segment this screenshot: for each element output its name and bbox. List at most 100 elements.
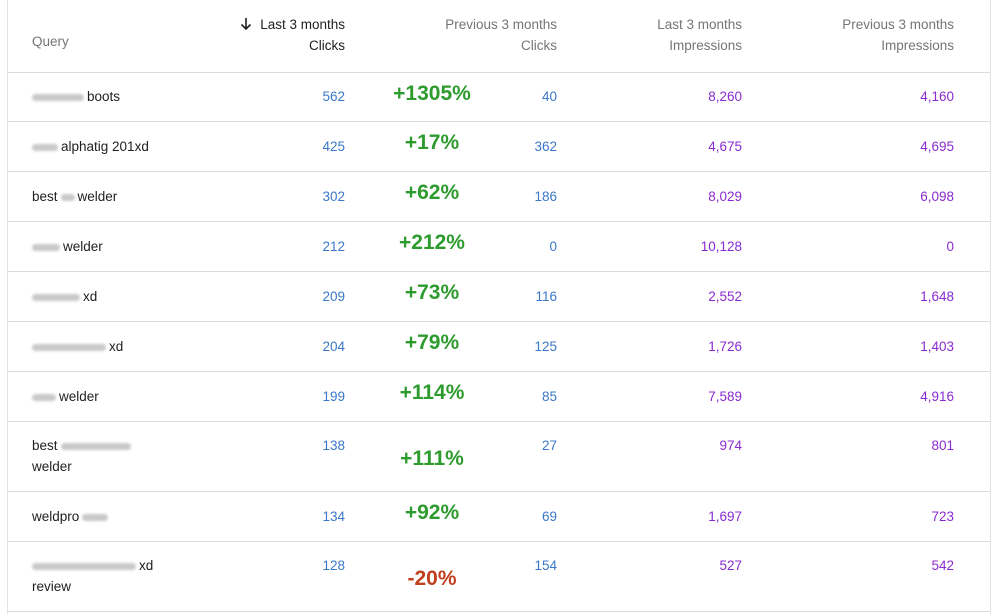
prev-clicks-value: 27 [541, 438, 557, 453]
last-impressions-value: 974 [719, 438, 742, 453]
last-clicks-value: 212 [322, 239, 345, 254]
query-text: best [32, 438, 58, 453]
prev-impressions-value: 0 [946, 239, 954, 254]
prev-clicks-value: 186 [534, 189, 557, 204]
query-cell[interactable]: boots [32, 86, 232, 107]
query-text: weldpro [32, 509, 80, 524]
query-text: xd [109, 339, 124, 354]
last-impressions-value: 2,552 [708, 289, 742, 304]
query-text: welder [77, 189, 118, 204]
query-cell[interactable]: best welder [32, 186, 232, 207]
change-percent: +92% [404, 501, 460, 524]
query-cell[interactable]: xd review [32, 555, 232, 597]
header-prev-clicks-line1: Previous 3 months [445, 17, 557, 32]
table-row[interactable]: best welder 138 27 974 801 +111% [8, 421, 990, 492]
last-impressions-value: 7,589 [708, 389, 742, 404]
redacted-text [32, 343, 106, 351]
prev-impressions-value: 1,403 [920, 339, 954, 354]
last-clicks-value: 425 [322, 139, 345, 154]
redacted-text [60, 442, 131, 450]
header-last-impressions-line1: Last 3 months [657, 17, 742, 32]
last-impressions-value: 8,029 [708, 189, 742, 204]
last-clicks-value: 199 [322, 389, 345, 404]
redacted-text [32, 93, 84, 101]
change-percent: +17% [404, 131, 460, 154]
change-percent: +114% [399, 381, 465, 404]
change-percent: +73% [404, 281, 460, 304]
table-row[interactable]: xd review 128 154 527 542 -20% [8, 541, 990, 612]
last-clicks-value: 134 [322, 509, 345, 524]
last-clicks-value: 302 [322, 189, 345, 204]
last-clicks-value: 209 [322, 289, 345, 304]
last-impressions-value: 527 [719, 558, 742, 573]
performance-table: Query Last 3 months Clicks Previous 3 mo… [7, 0, 991, 614]
header-prev-clicks[interactable]: Previous 3 months Clicks [445, 14, 557, 56]
query-text: welder [32, 459, 72, 474]
query-text: welder [59, 389, 99, 404]
query-text: alphatig 201xd [61, 139, 149, 154]
prev-clicks-value: 154 [534, 558, 557, 573]
prev-impressions-value: 542 [931, 558, 954, 573]
query-text: boots [87, 89, 121, 104]
table-row[interactable]: alphatig 201xd 425 362 4,675 4,695 +17% [8, 121, 990, 172]
query-cell[interactable]: best welder [32, 435, 232, 477]
query-text: xd [139, 558, 154, 573]
change-percent: -20% [407, 567, 457, 590]
redacted-text [32, 293, 80, 301]
table-row[interactable]: xd 209 116 2,552 1,648 +73% [8, 271, 990, 322]
prev-impressions-value: 723 [931, 509, 954, 524]
prev-impressions-value: 1,648 [920, 289, 954, 304]
prev-clicks-value: 69 [541, 509, 557, 524]
change-percent: +212% [399, 231, 465, 254]
header-prev-clicks-line2: Clicks [521, 38, 557, 53]
query-text: welder [63, 239, 103, 254]
header-prev-impressions-line2: Impressions [881, 38, 954, 53]
redacted-text [32, 393, 56, 401]
query-cell[interactable]: xd [32, 286, 232, 307]
last-clicks-value: 128 [322, 558, 345, 573]
header-last-clicks-line1: Last 3 months [260, 17, 345, 32]
redacted-text [60, 193, 75, 201]
prev-impressions-value: 4,916 [920, 389, 954, 404]
header-last-clicks[interactable]: Last 3 months Clicks [240, 14, 345, 56]
header-prev-impressions[interactable]: Previous 3 months Impressions [842, 14, 954, 56]
prev-impressions-value: 801 [931, 438, 954, 453]
query-cell[interactable]: xd [32, 336, 232, 357]
prev-impressions-value: 4,160 [920, 89, 954, 104]
table-row[interactable]: boots 562 40 8,260 4,160 +1305% [8, 72, 990, 122]
redacted-text [32, 143, 58, 151]
query-cell[interactable]: welder [32, 386, 232, 407]
table-row[interactable]: weldpro 134 69 1,697 723 +92% [8, 491, 990, 542]
header-last-impressions[interactable]: Last 3 months Impressions [657, 14, 742, 56]
query-text: best [32, 189, 58, 204]
redacted-text [82, 513, 109, 521]
last-impressions-value: 1,726 [708, 339, 742, 354]
change-percent: +62% [404, 181, 460, 204]
sort-down-arrow-icon [241, 18, 252, 31]
table-row[interactable]: best welder 302 186 8,029 6,098 +62% [8, 171, 990, 222]
query-cell[interactable]: alphatig 201xd [32, 136, 232, 157]
table-header: Query Last 3 months Clicks Previous 3 mo… [8, 0, 990, 73]
prev-clicks-value: 40 [541, 89, 557, 104]
table-row[interactable]: welder 212 0 10,128 0 +212% [8, 221, 990, 272]
last-impressions-value: 4,675 [708, 139, 742, 154]
redacted-text [32, 243, 60, 251]
header-query[interactable]: Query [32, 34, 69, 49]
last-impressions-value: 10,128 [700, 239, 742, 254]
query-cell[interactable]: welder [32, 236, 232, 257]
change-percent: +1305% [393, 82, 471, 105]
prev-clicks-value: 125 [534, 339, 557, 354]
table-row[interactable]: xd 204 125 1,726 1,403 +79% [8, 321, 990, 372]
query-cell[interactable]: weldpro [32, 506, 232, 527]
table-row[interactable]: welder 199 85 7,589 4,916 +114% [8, 371, 990, 422]
header-last-impressions-line2: Impressions [669, 38, 742, 53]
prev-clicks-value: 116 [535, 289, 557, 304]
redacted-text [32, 562, 136, 570]
header-prev-impressions-line1: Previous 3 months [842, 17, 954, 32]
last-clicks-value: 562 [322, 89, 345, 104]
prev-impressions-value: 6,098 [920, 189, 954, 204]
last-clicks-value: 138 [322, 438, 345, 453]
last-impressions-value: 1,697 [708, 509, 742, 524]
change-percent: +111% [400, 447, 464, 470]
last-clicks-value: 204 [322, 339, 345, 354]
